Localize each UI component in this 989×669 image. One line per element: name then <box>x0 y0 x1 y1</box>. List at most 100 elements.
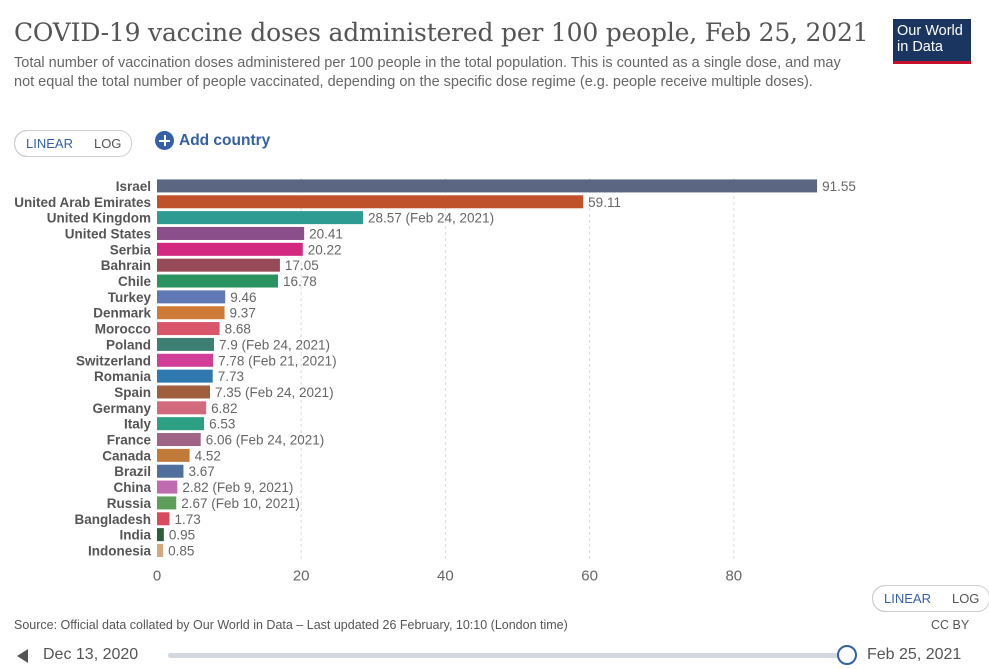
category-label: United States <box>65 226 151 241</box>
bar <box>157 464 184 478</box>
bar <box>157 274 278 288</box>
x-tick-label: 0 <box>153 567 161 584</box>
bar <box>157 433 201 447</box>
category-label: United Kingdom <box>47 211 151 226</box>
bar-chart: 0 20 40 60 80 Israel 91.55 United Arab Emirates… <box>14 178 856 584</box>
x-tick-label: 80 <box>725 567 742 584</box>
value-label: 59.11 <box>588 195 621 210</box>
category-label: Switzerland <box>76 353 151 368</box>
value-label: 17.05 <box>285 258 319 273</box>
bar <box>157 528 164 542</box>
logo-line-1: Our World <box>897 23 963 39</box>
category-label: Turkey <box>108 290 152 305</box>
logo-line-2: in Data <box>897 39 943 55</box>
bar <box>157 543 164 557</box>
category-label: China <box>113 480 151 495</box>
x-tick-label: 40 <box>437 567 454 584</box>
scale-toggle-bottom: LINEAR LOG <box>872 585 989 612</box>
bar <box>157 258 280 272</box>
value-label: 20.22 <box>308 242 342 257</box>
value-label: 1.73 <box>174 512 200 527</box>
category-label: Indonesia <box>88 543 152 558</box>
value-label: 0.85 <box>168 543 194 558</box>
bar <box>157 385 210 399</box>
category-label: Spain <box>114 385 151 400</box>
play-icon[interactable] <box>17 649 28 663</box>
owid-logo[interactable]: Our World in Data <box>893 19 971 64</box>
bar <box>157 179 818 193</box>
bar <box>157 306 225 320</box>
bar <box>157 337 214 351</box>
value-label: 3.67 <box>188 464 214 479</box>
bar <box>157 290 226 304</box>
value-label: 8.68 <box>225 322 251 337</box>
value-label: 7.35 (Feb 24, 2021) <box>215 385 334 400</box>
category-label: Denmark <box>93 306 151 321</box>
bar <box>157 369 213 383</box>
category-label: Italy <box>124 417 152 432</box>
category-label: Bahrain <box>101 258 151 273</box>
category-label: Russia <box>107 496 152 511</box>
category-label: France <box>107 433 152 448</box>
value-label: 7.78 (Feb 21, 2021) <box>218 353 337 368</box>
value-label: 0.95 <box>169 528 195 543</box>
value-label: 2.82 (Feb 9, 2021) <box>182 480 293 495</box>
value-label: 4.52 <box>195 448 221 463</box>
plus-circle-icon <box>155 131 174 150</box>
add-country-button[interactable]: Add country <box>155 131 270 150</box>
source-note: Source: Official data collated by Our Wo… <box>14 618 568 632</box>
category-label: Morocco <box>95 322 151 337</box>
scale-toggle-top: LINEAR LOG <box>14 130 133 157</box>
bar <box>157 322 220 336</box>
value-label: 7.9 (Feb 24, 2021) <box>219 337 330 352</box>
bar <box>157 353 214 367</box>
x-tick-label: 60 <box>581 567 598 584</box>
value-label: 7.73 <box>218 369 244 384</box>
category-label: Romania <box>94 369 152 384</box>
timeline: Dec 13, 2020 Feb 25, 2021 <box>0 643 989 667</box>
timeline-handle[interactable] <box>837 645 857 665</box>
bar <box>157 480 178 494</box>
bar <box>157 211 363 225</box>
category-label: Poland <box>106 337 151 352</box>
chart-title: COVID-19 vaccine doses administered per … <box>14 18 869 47</box>
category-label: Canada <box>102 448 151 463</box>
timeline-start-date: Dec 13, 2020 <box>43 646 139 663</box>
linear-scale-button[interactable]: LINEAR <box>15 131 85 156</box>
x-tick-label: 20 <box>293 567 310 584</box>
log-scale-button-bottom[interactable]: LOG <box>941 586 989 611</box>
add-country-label: Add country <box>179 131 271 149</box>
value-label: 2.67 (Feb 10, 2021) <box>181 496 300 511</box>
bar <box>157 226 305 240</box>
value-label: 91.55 <box>822 179 856 194</box>
category-label: Chile <box>118 274 151 289</box>
category-label: India <box>119 528 151 543</box>
category-label: Serbia <box>110 242 152 257</box>
category-label: Brazil <box>114 464 151 479</box>
timeline-end-date: Feb 25, 2021 <box>867 646 962 663</box>
value-label: 28.57 (Feb 24, 2021) <box>368 211 494 226</box>
log-scale-button[interactable]: LOG <box>83 131 132 156</box>
value-label: 20.41 <box>309 226 343 241</box>
bar <box>157 195 584 209</box>
value-label: 9.37 <box>230 306 256 321</box>
bar <box>157 401 207 415</box>
value-label: 6.82 <box>211 401 237 416</box>
chart-subtitle: Total number of vaccination doses admini… <box>14 55 841 90</box>
value-label: 6.06 (Feb 24, 2021) <box>206 433 325 448</box>
bar <box>157 448 190 462</box>
bar <box>157 242 303 256</box>
bar <box>157 496 177 510</box>
category-label: United Arab Emirates <box>14 195 151 210</box>
value-label: 6.53 <box>209 417 235 432</box>
bar <box>157 417 205 431</box>
license-link[interactable]: CC BY <box>931 618 970 632</box>
category-label: Bangladesh <box>74 512 151 527</box>
category-label: Germany <box>92 401 151 416</box>
value-label: 16.78 <box>283 274 317 289</box>
category-label: Israel <box>116 179 151 194</box>
value-label: 9.46 <box>230 290 256 305</box>
bar <box>157 512 170 526</box>
linear-scale-button-bottom[interactable]: LINEAR <box>873 586 943 611</box>
timeline-track[interactable] <box>168 653 844 658</box>
